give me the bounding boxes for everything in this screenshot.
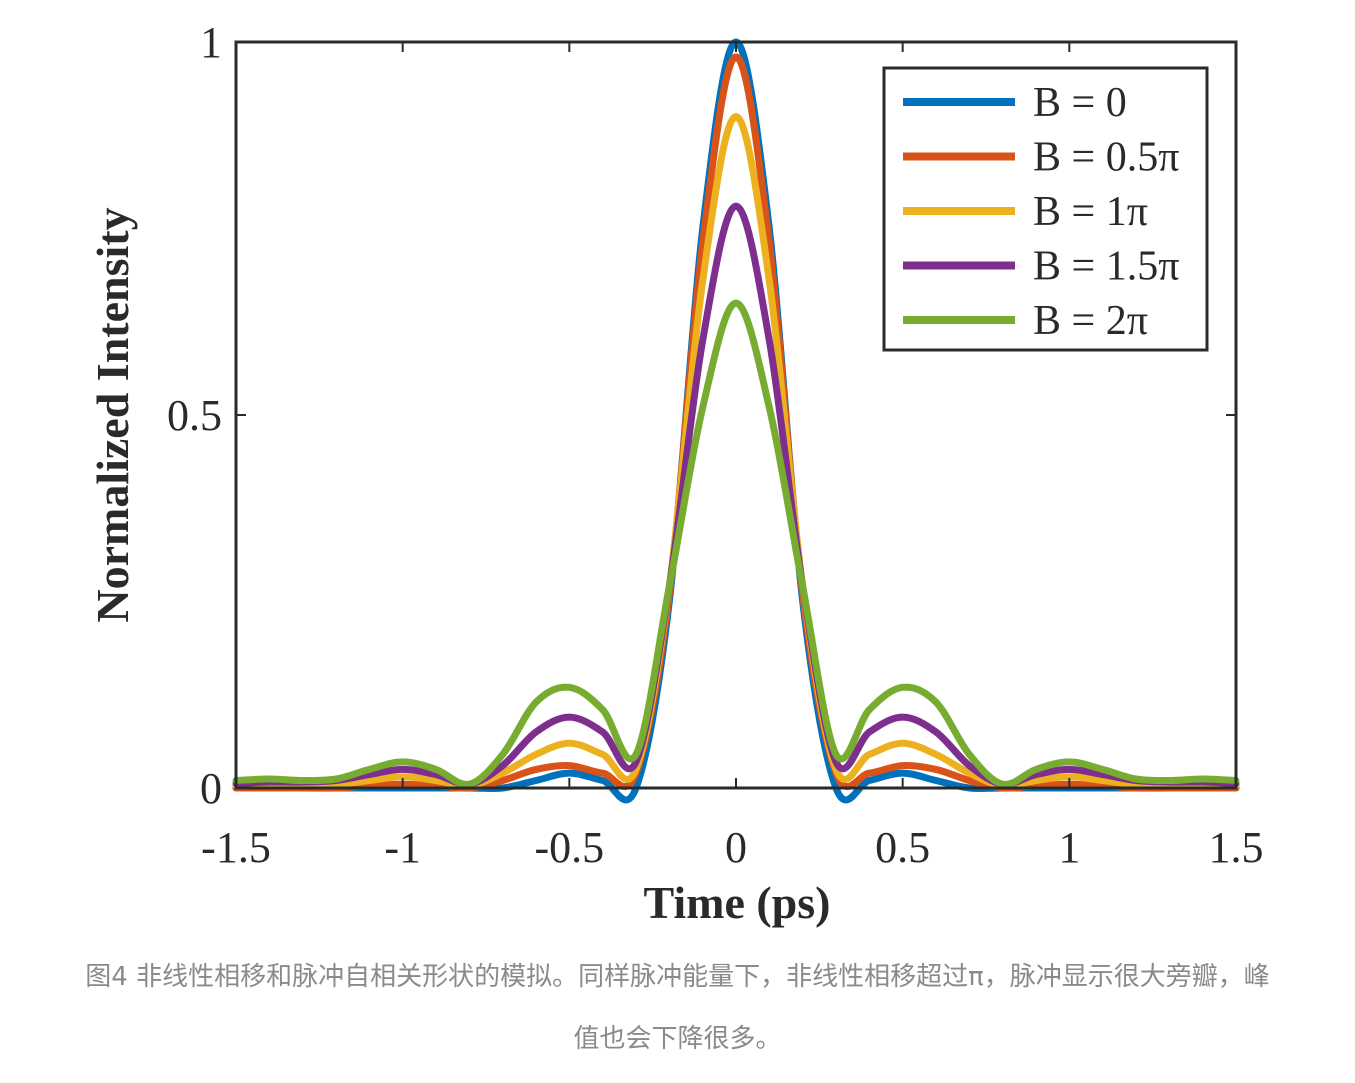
figure-caption-continued: 值也会下降很多。 [573, 1024, 782, 1054]
y-tick-label: 0.5 [167, 391, 222, 440]
x-tick-label: -0.5 [535, 823, 605, 872]
x-tick-label: -1 [384, 823, 421, 872]
x-tick-label: 1.5 [1209, 823, 1264, 872]
x-tick-label: 0 [725, 823, 747, 872]
x-axis-title: Time (ps) [644, 877, 831, 928]
legend: B = 0 B = 0.5π B = 1π B = 1.5π B = 2π [882, 66, 1209, 352]
y-tick-label: 1 [200, 18, 222, 67]
x-tick-label: 1 [1058, 823, 1080, 872]
chart: -1.5 -1 -0.5 0 0.5 1 1.5 0 0.5 1 Time (ps) Normal… [87, 18, 1264, 928]
series-line-4 [232, 202, 1240, 788]
legend-items: B = 0 B = 0.5π B = 1π B = 1.5π B = 2π [903, 80, 1179, 344]
y-tick-label: 0 [200, 764, 222, 813]
series-line-2 [232, 53, 1240, 792]
y-axis-title: Normalized Intensity [87, 207, 138, 622]
series-line-5 [232, 299, 1240, 789]
figure-caption: 图4 非线性相移和脉冲自相关形状的模拟。同样脉冲能量下，非线性相移超过π，脉冲显… [85, 962, 1270, 992]
legend-label-5: B = 2π [1033, 298, 1148, 344]
legend-label-4: B = 1.5π [1033, 244, 1179, 290]
legend-label-2: B = 0.5π [1033, 135, 1179, 181]
x-tick-label: 0.5 [875, 823, 930, 872]
x-tick-label: -1.5 [201, 823, 271, 872]
legend-label-1: B = 0 [1033, 80, 1127, 126]
series-line-3 [232, 113, 1240, 790]
legend-label-3: B = 1π [1033, 189, 1148, 235]
tick-layer: -1.5 -1 -0.5 0 0.5 1 1.5 0 0.5 1 [167, 18, 1264, 872]
